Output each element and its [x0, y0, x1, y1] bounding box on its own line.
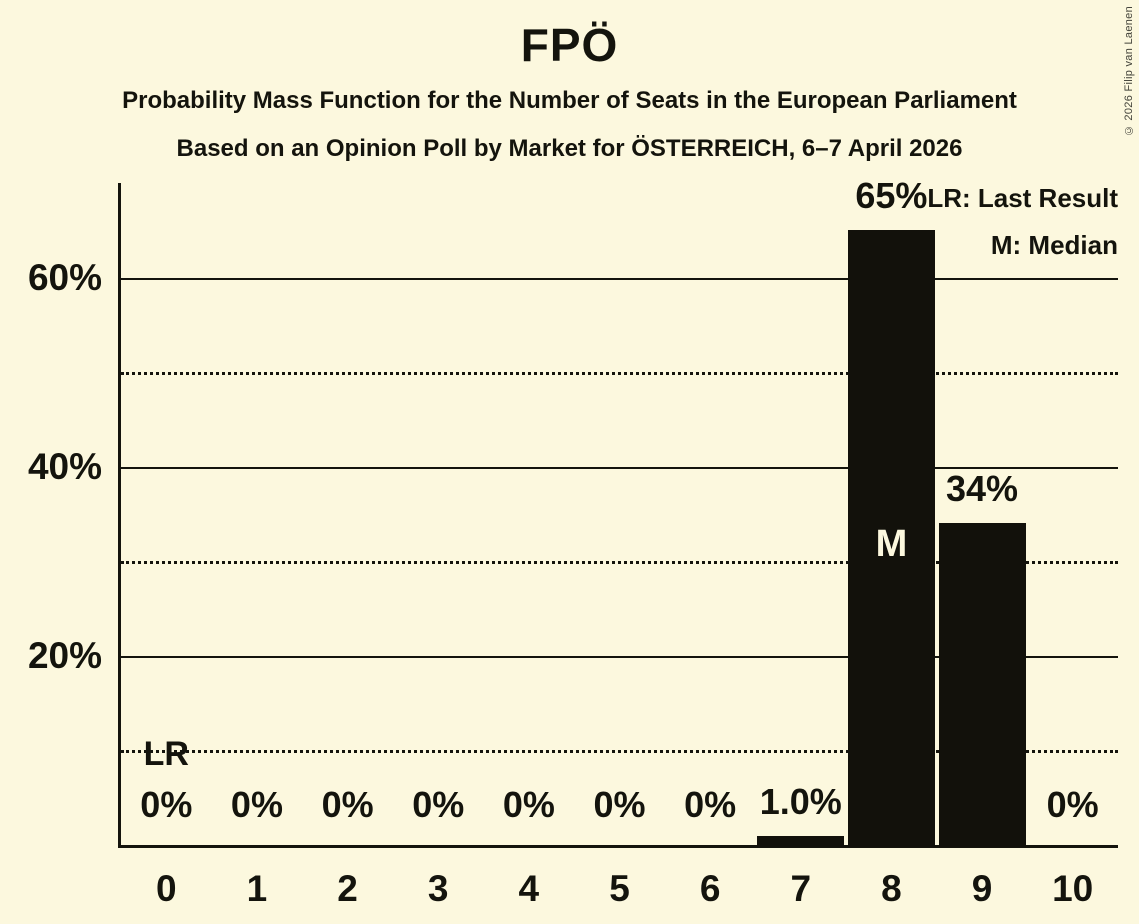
x-tick-1: 1: [246, 868, 268, 909]
x-tick-4: 4: [518, 868, 540, 909]
bar-label-seat-8: 65%: [855, 175, 928, 217]
plot-area: [118, 183, 1118, 848]
bar-label-seat-10: 0%: [1046, 784, 1099, 825]
median-marker: M: [875, 522, 908, 565]
bar-seat-8: [847, 230, 935, 847]
bar-seat-9: [938, 523, 1026, 847]
x-tick-0: 0: [156, 868, 177, 909]
bar-seat-7: [757, 835, 845, 847]
bar-label-seat-7: 1.0%: [759, 780, 842, 822]
x-tick-8: 8: [881, 868, 902, 909]
bar-label-seat-5: 0%: [593, 784, 646, 825]
x-tick-2: 2: [337, 868, 358, 909]
bar-label-seat-3: 0%: [412, 784, 465, 825]
legend-last-result: LR: Last Result: [927, 183, 1118, 213]
gridline-solid-60: [121, 277, 1118, 280]
bar-label-seat-2: 0%: [321, 784, 374, 825]
chart-subtitle-source: Based on an Opinion Poll by Market for Ö…: [176, 135, 963, 162]
x-tick-10: 10: [1052, 868, 1094, 909]
bar-label-seat-6: 0%: [684, 784, 737, 825]
chart-subtitle-main: Probability Mass Function for the Number…: [122, 87, 1017, 114]
last-result-marker: LR: [143, 735, 189, 773]
y-tick-60: 60%: [27, 256, 102, 298]
x-tick-3: 3: [427, 868, 449, 909]
gridline-dotted-50: [121, 372, 1118, 376]
copyright-notice: © 2026 Filip van Laenen: [1123, 6, 1135, 137]
gridline-solid-20: [121, 655, 1118, 658]
legend-median: M: Median: [990, 230, 1118, 260]
bar-label-seat-1: 0%: [230, 784, 283, 825]
x-tick-7: 7: [790, 868, 812, 909]
gridline-solid-40: [121, 466, 1118, 469]
bar-label-seat-4: 0%: [502, 784, 555, 825]
gridline-dotted-30: [121, 561, 1118, 565]
y-tick-40: 40%: [27, 445, 102, 487]
bar-label-seat-0: 0%: [140, 784, 193, 825]
gridline-dotted-10: [121, 750, 1118, 754]
x-tick-6: 6: [699, 868, 721, 909]
x-tick-5: 5: [609, 868, 630, 909]
bar-label-seat-9: 34%: [946, 468, 1019, 510]
chart-title: FPÖ: [520, 19, 619, 71]
y-tick-20: 20%: [27, 634, 102, 676]
x-tick-9: 9: [971, 868, 993, 909]
